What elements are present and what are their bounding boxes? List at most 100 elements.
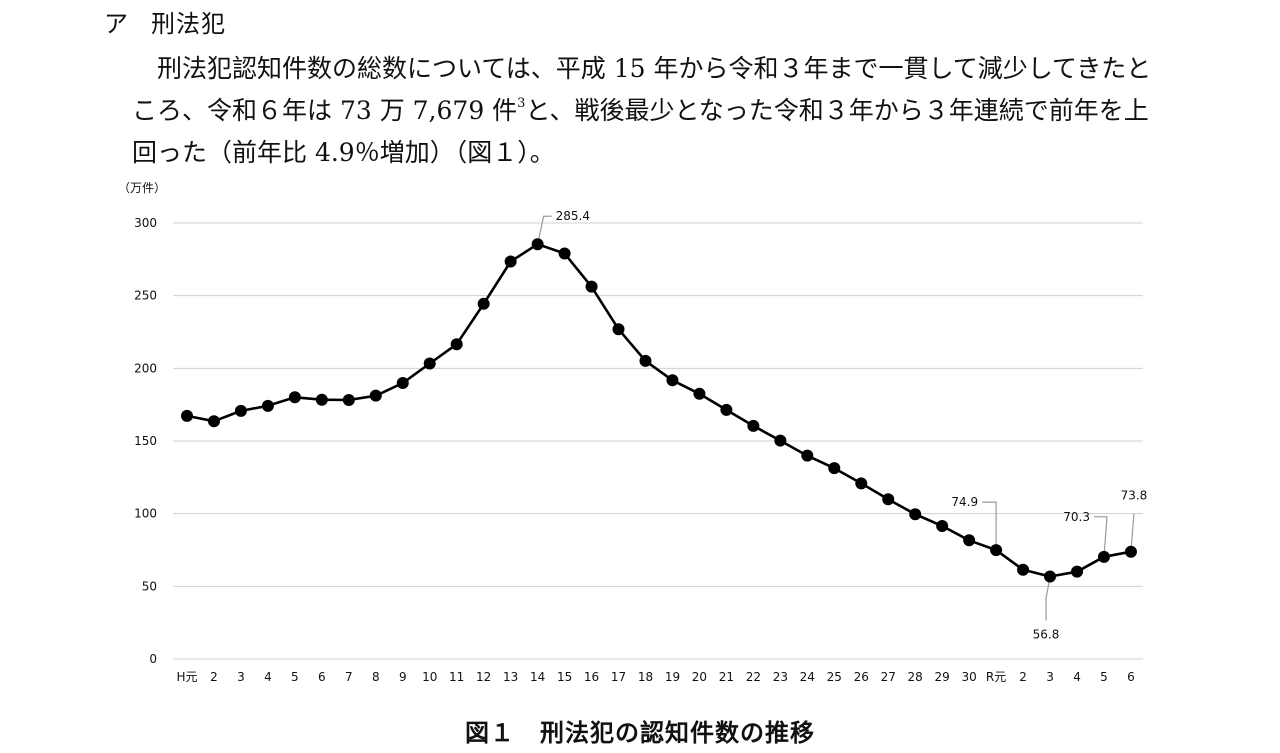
- figure-caption: 図１ 刑法犯の認知件数の推移: [465, 719, 815, 747]
- x-tick-label: 20: [692, 670, 707, 684]
- data-point: [801, 449, 814, 462]
- paragraph-text-before-note: 刑法犯認知件数の総数については、平成 15 年から令和３年まで一貫して減少してき…: [132, 54, 1152, 125]
- data-point: [1097, 550, 1110, 563]
- data-point: [558, 247, 571, 260]
- data-point: [477, 297, 490, 310]
- x-tick-label: 26: [854, 670, 869, 684]
- data-point: [585, 280, 598, 293]
- data-point: [612, 323, 625, 336]
- x-tick-label: 27: [881, 670, 896, 684]
- x-tick-label: 24: [800, 670, 815, 684]
- x-tick-label: 13: [503, 670, 518, 684]
- data-point: [207, 415, 220, 428]
- data-point: [1017, 563, 1030, 576]
- data-point: [234, 404, 247, 417]
- x-tick-label: 25: [827, 670, 842, 684]
- x-tick-label: H元: [176, 670, 197, 684]
- data-point: [666, 374, 679, 387]
- data-point: [747, 419, 760, 432]
- x-tick-label: 10: [422, 670, 437, 684]
- x-tick-label: 7: [345, 670, 353, 684]
- x-tick-label: 3: [237, 670, 245, 684]
- x-tick-label: 5: [291, 670, 299, 684]
- x-tick-label: 9: [399, 670, 407, 684]
- data-label: 70.3: [1063, 510, 1090, 524]
- data-point: [369, 389, 382, 402]
- data-label: 74.9: [951, 495, 978, 509]
- data-point: [882, 493, 895, 506]
- data-point: [504, 255, 517, 268]
- x-tick-label: 21: [719, 670, 734, 684]
- x-tick-label: 6: [318, 670, 326, 684]
- annotation-leader: [1130, 513, 1135, 552]
- annotation-leader: [1093, 516, 1108, 557]
- section-heading: ア刑法犯: [104, 4, 226, 39]
- data-point: [693, 387, 706, 400]
- annotation-leader: [1045, 576, 1051, 621]
- data-point: [288, 391, 301, 404]
- x-tick-label: 2: [210, 670, 218, 684]
- x-tick-label: 30: [961, 670, 976, 684]
- data-point: [774, 434, 787, 447]
- data-point: [909, 508, 922, 521]
- x-tick-label: 28: [908, 670, 923, 684]
- data-point: [261, 399, 274, 412]
- x-tick-label: 17: [611, 670, 626, 684]
- data-point: [936, 520, 949, 533]
- data-point: [1044, 570, 1057, 583]
- y-tick-label: 0: [149, 652, 157, 666]
- annotation-leader: [982, 501, 997, 551]
- data-point: [396, 377, 409, 390]
- data-point: [639, 354, 652, 367]
- x-tick-label: 8: [372, 670, 380, 684]
- x-tick-label: 14: [530, 670, 545, 684]
- series-line: [186, 242, 1132, 578]
- x-tick-label: 5: [1100, 670, 1108, 684]
- section-title: 刑法犯: [151, 10, 226, 38]
- y-tick-label: 100: [134, 507, 157, 521]
- data-label: 285.4: [556, 209, 590, 223]
- y-tick-label: 50: [142, 579, 157, 593]
- data-point: [990, 544, 1003, 557]
- data-point: [181, 409, 193, 422]
- data-point: [720, 403, 733, 416]
- x-tick-label: 11: [449, 670, 464, 684]
- annotation-leader: [537, 215, 552, 245]
- x-tick-label: 22: [746, 670, 761, 684]
- x-tick-label: 2: [1019, 670, 1027, 684]
- x-tick-label: 3: [1046, 670, 1054, 684]
- y-tick-label: 150: [134, 434, 157, 448]
- x-tick-label: 4: [1073, 670, 1081, 684]
- section-marker: ア: [104, 10, 129, 38]
- data-point: [342, 394, 355, 407]
- data-point: [315, 393, 328, 406]
- x-tick-label: 23: [773, 670, 788, 684]
- y-axis-unit-label: （万件）: [118, 181, 166, 195]
- data-point: [531, 238, 544, 251]
- data-point: [828, 462, 841, 475]
- x-tick-label: 29: [935, 670, 950, 684]
- y-tick-label: 300: [134, 216, 157, 230]
- x-tick-label: R元: [986, 670, 1006, 684]
- x-tick-label: 19: [665, 670, 680, 684]
- data-label: 73.8: [1121, 489, 1148, 503]
- x-tick-label: 12: [476, 670, 491, 684]
- y-tick-label: 250: [134, 289, 157, 303]
- data-label: 56.8: [1033, 627, 1060, 641]
- data-point: [855, 477, 868, 490]
- x-tick-label: 16: [584, 670, 599, 684]
- x-tick-label: 18: [638, 670, 653, 684]
- paragraph-text-after-note: と、戦後最少となった令和３年から３年連続で前年を上回った（前年比 4.9％増加）…: [132, 96, 1149, 167]
- data-point: [963, 534, 976, 547]
- y-tick-label: 200: [134, 361, 157, 375]
- data-point: [1071, 565, 1084, 578]
- body-paragraph: 刑法犯認知件数の総数については、平成 15 年から令和３年まで一貫して減少してき…: [132, 48, 1172, 174]
- x-tick-label: 15: [557, 670, 572, 684]
- data-point: [423, 357, 436, 370]
- footnote-ref: 3: [517, 96, 526, 111]
- data-point: [1124, 545, 1137, 558]
- data-point: [450, 338, 463, 351]
- x-tick-label: 6: [1127, 670, 1135, 684]
- x-tick-label: 4: [264, 670, 272, 684]
